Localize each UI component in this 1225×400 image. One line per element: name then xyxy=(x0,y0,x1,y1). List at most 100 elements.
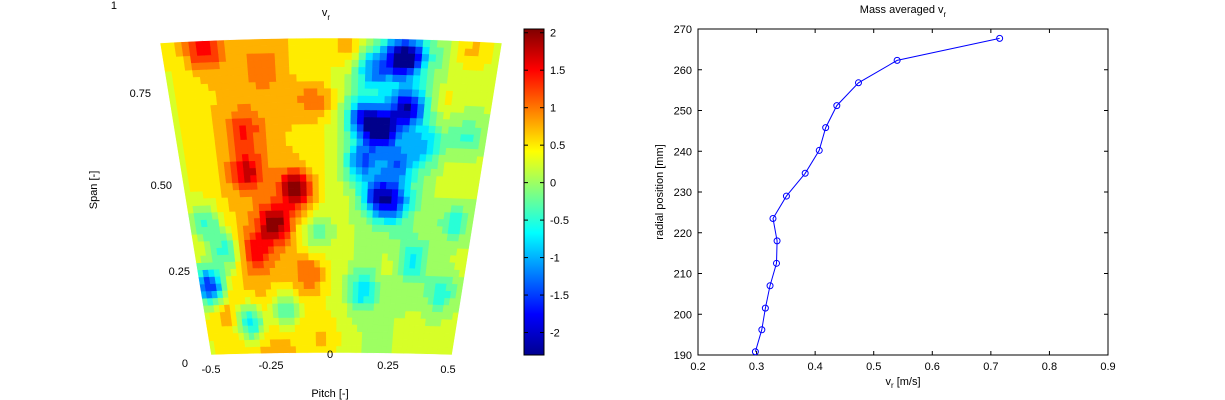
contour-cell xyxy=(337,123,345,132)
contour-cell xyxy=(257,317,265,326)
contour-cell xyxy=(381,252,389,261)
contour-cell xyxy=(324,137,332,146)
contour-cell xyxy=(396,281,404,290)
contour-cell xyxy=(272,138,281,147)
contour-cell xyxy=(443,47,452,56)
contour-cell xyxy=(391,281,398,290)
contour-cell xyxy=(237,110,246,119)
colorbar-tick-label: -1.5 xyxy=(550,290,569,302)
contour-cell xyxy=(385,73,394,82)
contour-cell xyxy=(411,232,420,241)
contour-cell xyxy=(284,116,293,125)
contour-cell xyxy=(192,69,201,78)
contour-cell xyxy=(331,324,338,332)
contour-cell xyxy=(307,223,315,232)
contour-cell xyxy=(324,130,332,139)
contour-cell xyxy=(302,52,311,60)
contour-cell xyxy=(280,166,289,175)
contour-cell xyxy=(417,96,426,105)
contour-cell xyxy=(288,188,296,197)
contour-cell xyxy=(416,246,424,255)
contour-cell xyxy=(183,105,192,114)
contour-cell xyxy=(364,259,372,268)
contour-cell xyxy=(265,281,272,290)
contour-cell xyxy=(394,145,403,154)
contour-cell xyxy=(408,267,416,276)
contour-cell xyxy=(280,159,288,168)
contour-cell xyxy=(209,39,219,48)
contour-cell xyxy=(358,288,365,297)
contour-cell xyxy=(201,140,210,149)
contour-cell xyxy=(225,53,234,62)
contour-cell xyxy=(386,274,393,283)
contour-cell xyxy=(462,62,472,71)
contour-cell xyxy=(267,152,275,161)
contour-cell xyxy=(421,196,429,205)
contour-cell xyxy=(251,188,259,197)
contour-cell xyxy=(240,203,248,212)
contour-cell xyxy=(356,145,364,153)
contour-cell xyxy=(371,224,379,232)
contour-cell xyxy=(223,39,233,48)
contour-cell xyxy=(270,202,278,211)
contour-cell xyxy=(306,173,314,182)
contour-cell xyxy=(429,39,439,48)
contour-cell xyxy=(293,180,301,189)
contour-cell xyxy=(304,295,311,304)
contour-cell xyxy=(271,124,280,132)
contour-cell xyxy=(224,110,233,119)
contour-cell xyxy=(385,81,393,90)
contour-cell xyxy=(453,76,463,85)
contour-cell xyxy=(313,252,321,261)
contour-cell xyxy=(442,168,451,177)
contour-cell xyxy=(314,281,321,289)
contour-cell xyxy=(330,116,339,125)
contour-cell xyxy=(378,302,386,311)
contour-cell xyxy=(316,73,325,82)
contour-cell xyxy=(337,173,344,182)
contour-cell xyxy=(175,98,185,107)
contour-cell xyxy=(337,145,345,153)
contour-cell xyxy=(420,139,429,148)
contour-cell xyxy=(353,273,360,282)
contour-cell xyxy=(363,288,370,297)
contour-cell xyxy=(395,131,404,140)
contour-cell xyxy=(276,88,285,97)
contour-cell xyxy=(357,95,366,103)
contour-cell xyxy=(351,59,360,68)
contour-cell xyxy=(280,267,288,275)
contour-cell xyxy=(265,131,274,140)
contour-cell xyxy=(406,160,414,169)
contour-cell xyxy=(270,274,277,283)
contour-cell xyxy=(405,239,413,247)
contour-cell xyxy=(318,145,326,153)
series-line xyxy=(754,37,1000,352)
contour-cell xyxy=(255,238,263,247)
contour-cell xyxy=(452,83,462,92)
contour-cell xyxy=(337,109,345,118)
contour-cell xyxy=(331,316,338,325)
contour-cell xyxy=(300,195,308,204)
contour-cell xyxy=(434,132,443,141)
contour-cell xyxy=(364,87,373,96)
contour-cell xyxy=(476,62,485,71)
contour-cell xyxy=(254,281,261,290)
contour-cell xyxy=(350,123,358,132)
contour-cell xyxy=(324,166,332,175)
contour-cell xyxy=(314,295,322,304)
contour-cell xyxy=(283,217,291,225)
contour-cell xyxy=(206,175,215,185)
contour-cell xyxy=(353,252,361,261)
contour-x-tick-label: 0.5 xyxy=(440,364,455,376)
contour-x-axis-label: Pitch [-] xyxy=(311,388,348,400)
contour-cell xyxy=(386,174,394,183)
contour-cell xyxy=(173,41,183,50)
contour-cell xyxy=(281,181,289,190)
x-tick-label: 0.2 xyxy=(690,361,705,373)
contour-cell xyxy=(268,252,276,261)
contour-cell xyxy=(350,109,359,118)
contour-cell xyxy=(233,132,242,141)
contour-cell xyxy=(230,39,240,48)
contour-cell xyxy=(229,210,237,219)
contour-cell xyxy=(309,302,316,311)
